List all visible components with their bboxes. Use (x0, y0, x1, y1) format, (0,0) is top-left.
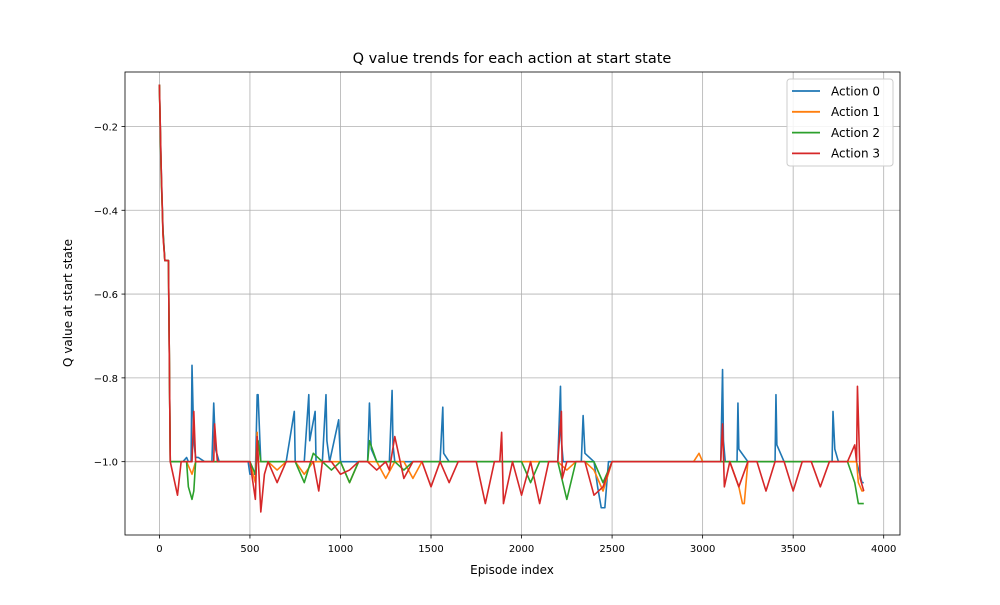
plot-area (125, 72, 900, 535)
legend-label-action-2: Action 2 (831, 126, 880, 140)
axis-ticks: 0 500 1000 1500 2000 2500 3000 3500 4000 −0.2 −0.4… (94, 122, 897, 555)
x-tick-label: 3500 (780, 544, 805, 555)
x-axis-label: Episode index (470, 563, 554, 577)
x-tick-label: 0 (156, 544, 162, 555)
y-tick-label: −0.6 (94, 290, 118, 301)
x-tick-label: 1500 (418, 544, 443, 555)
series-line-action-3 (158, 84, 865, 513)
y-axis-label: Q value at start state (61, 239, 75, 367)
series-lines (158, 84, 865, 513)
x-tick-label: 3000 (690, 544, 715, 555)
y-tick-label: −0.8 (94, 374, 118, 385)
y-tick-label: −1.0 (94, 458, 118, 469)
legend: Action 0 Action 1 Action 2 Action 3 (786, 78, 894, 167)
legend-label-action-1: Action 1 (831, 105, 880, 119)
x-tick-label: 4000 (871, 544, 896, 555)
legend-box (786, 78, 894, 167)
y-tick-label: −0.4 (94, 206, 118, 217)
x-tick-label: 500 (240, 544, 259, 555)
legend-label-action-0: Action 0 (831, 84, 880, 98)
x-tick-label: 2000 (509, 544, 534, 555)
x-tick-label: 2500 (599, 544, 624, 555)
chart-title: Q value trends for each action at start … (353, 51, 672, 67)
legend-label-action-3: Action 3 (831, 147, 880, 161)
plot-frame (124, 71, 901, 536)
x-tick-label: 1000 (328, 544, 353, 555)
y-tick-label: −0.2 (94, 122, 118, 133)
